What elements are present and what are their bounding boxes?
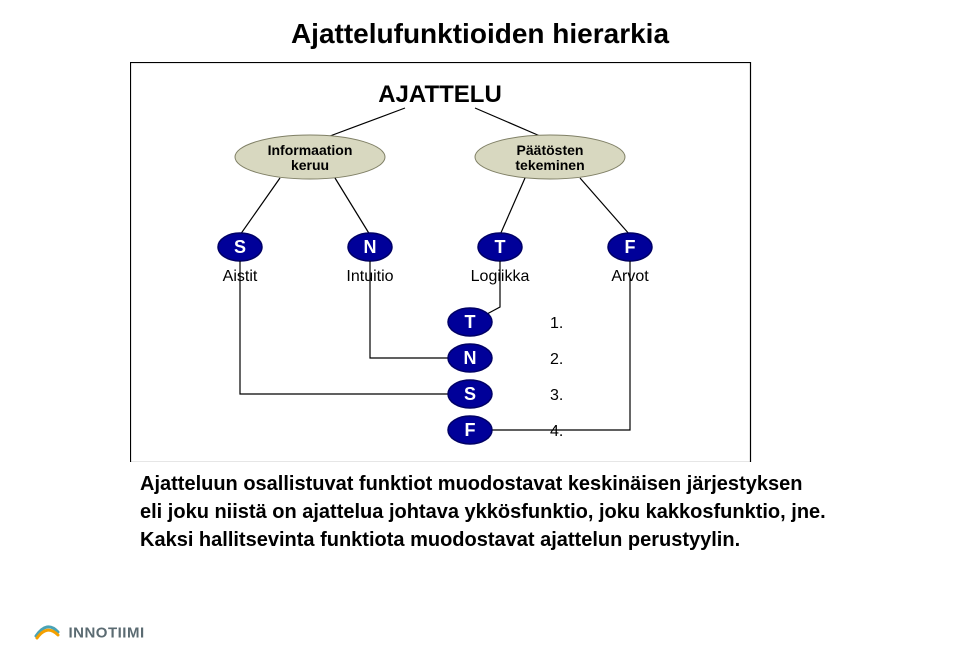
footer-logo: INNOTIIMI [34,622,145,645]
hierarchy-svg: AJATTELU Informaationkeruu Päätöstentekemi… [130,62,790,462]
svg-text:F: F [465,420,476,440]
page-title: Ajattelufunktioiden hierarkia [0,18,960,50]
svg-text:1.: 1. [550,315,563,332]
svg-text:2.: 2. [550,351,563,368]
svg-text:N: N [464,348,477,368]
svg-text:T: T [495,237,506,257]
logo-swoosh-icon [34,622,60,645]
svg-text:3.: 3. [550,387,563,404]
svg-text:S: S [234,237,246,257]
svg-text:tekeminen: tekeminen [515,157,584,173]
svg-text:AJATTELU: AJATTELU [378,81,502,108]
svg-text:Päätösten: Päätösten [517,142,584,158]
svg-text:S: S [464,384,476,404]
svg-text:F: F [625,237,636,257]
svg-text:T: T [465,312,476,332]
svg-text:Informaation: Informaation [268,142,353,158]
slide: Ajattelufunktioiden hierarkia AJATTELU In… [0,0,960,657]
logo-text: INNOTIIMI [68,625,144,642]
svg-text:keruu: keruu [291,157,329,173]
diagram: AJATTELU Informaationkeruu Päätöstentekemi… [130,62,790,467]
body-paragraph: Ajatteluun osallistuvat funktiot muodost… [140,470,830,554]
svg-text:4.: 4. [550,423,563,440]
svg-text:N: N [364,237,377,257]
